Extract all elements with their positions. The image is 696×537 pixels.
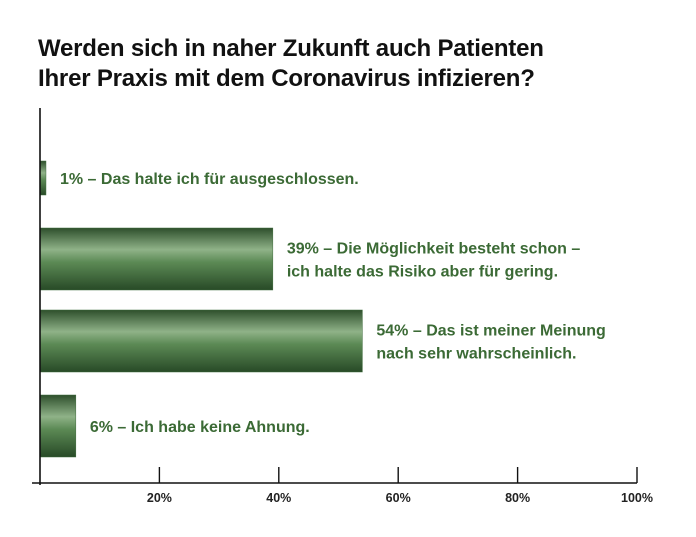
bar-2 bbox=[39, 227, 274, 291]
data-labels-layer: 1% – Das halte ich für ausgeschlossen. 39… bbox=[60, 171, 606, 436]
data-label-2-line-2: ich halte das Risiko aber für gering. bbox=[287, 264, 558, 281]
bars-layer bbox=[39, 160, 363, 458]
x-tick-label-3: 60% bbox=[386, 491, 411, 505]
chart-title: Werden sich in naher Zukunft auch Patien… bbox=[38, 34, 678, 94]
data-label-4-line-1: 6% – Ich habe keine Ahnung. bbox=[90, 419, 310, 436]
bar-1 bbox=[39, 160, 47, 196]
data-label-3-line-1: 54% – Das ist meiner Meinung bbox=[376, 323, 605, 340]
chart-title-line-1: Werden sich in naher Zukunft auch Patien… bbox=[38, 35, 544, 62]
x-tick-label-5: 100% bbox=[621, 491, 653, 505]
x-tick-label-2: 40% bbox=[266, 491, 291, 505]
x-tick-label-4: 80% bbox=[505, 491, 530, 505]
bar-4 bbox=[39, 394, 77, 458]
data-label-2-line-1: 39% – Die Möglichkeit besteht schon – bbox=[287, 241, 581, 258]
axes-layer: 20% 40% 60% 80% 100% bbox=[32, 108, 653, 505]
bar-3 bbox=[39, 309, 363, 373]
chart-title-line-2: Ihrer Praxis mit dem Coronavirus infizie… bbox=[38, 65, 535, 92]
data-label-3-line-2: nach sehr wahrscheinlich. bbox=[376, 346, 576, 363]
data-label-1-line-1: 1% – Das halte ich für ausgeschlossen. bbox=[60, 171, 359, 188]
x-tick-label-1: 20% bbox=[147, 491, 172, 505]
